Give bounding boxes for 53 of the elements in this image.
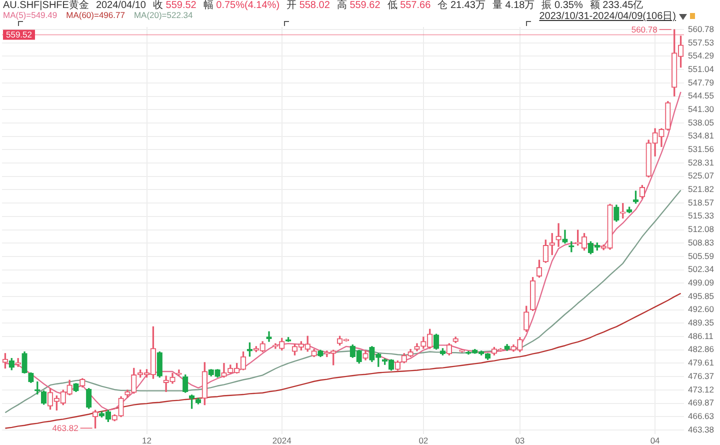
x-tick-label: 04 [650,435,660,445]
text: MA(60)=496.77 [66,10,125,20]
y-tick-label: 476.37 [688,370,714,381]
annotation: 560.78 [631,24,658,34]
y-tick-label: 544.55 [688,90,714,101]
y-tick-label: 508.83 [688,237,714,248]
text: 开 558.02 [286,0,330,11]
y-tick-label: 551.04 [688,64,714,74]
x-tick-label: 03 [515,435,525,445]
annotation: 463.82 [52,423,79,434]
text: 幅 0.75%(4.14%) [203,0,280,11]
candlestick [556,223,562,247]
y-tick-label: 492.60 [688,304,714,314]
text: 量 4.18万 [492,0,535,11]
y-tick-label: 469.87 [688,398,714,408]
y-tick-label: 512.08 [688,224,714,234]
text: MA(20)=522.34 [134,10,193,20]
y-tick-label: 554.29 [688,50,714,61]
y-tick-label: 489.35 [688,318,714,328]
text: MA(5)=549.49 [3,10,58,20]
text: 收 559.52 [153,0,196,11]
y-tick-label: 502.34 [688,264,714,274]
y-tick-label: 528.31 [688,157,714,168]
text: 仓 21.43万 [438,0,486,11]
chart-subtitle: 2023/10/31-2024/04/09(106日) [539,11,676,22]
y-tick-label: 482.86 [688,344,714,354]
x-tick-label: 12 [142,435,152,445]
text: 低 557.66 [387,0,431,11]
y-tick-label: 486.11 [688,330,714,341]
y-tick-label: 473.12 [688,384,714,394]
y-tick-label: 515.33 [688,210,714,221]
y-tick-label: 534.81 [688,130,714,141]
y-tick-label: 518.57 [688,197,714,208]
x-tick-label: 2024 [272,435,292,445]
y-tick-label: 525.07 [688,170,714,181]
y-tick-label: 521.82 [688,184,714,194]
y-tick-label: 538.05 [688,117,714,128]
text: 2024/04/10 [96,0,146,12]
y-tick-label: 505.59 [688,250,714,261]
x-tick-label: 02 [418,435,428,445]
ref-line-label: 559.52 [6,30,32,40]
y-tick-label: 495.85 [688,290,714,301]
y-tick-label: 463.38 [688,424,714,434]
y-tick-label: 547.79 [688,77,714,88]
y-tick-label: 557.53 [688,37,714,48]
y-tick-label: 560.78 [688,24,714,34]
y-tick-label: 531.56 [688,144,714,154]
y-tick-label: 499.09 [688,278,714,288]
chart-title: AU.SHF|SHFE黄金 [3,0,89,12]
y-tick-label: 541.30 [688,104,714,114]
y-tick-label: 466.63 [688,410,714,421]
y-tick-label: 479.61 [688,358,714,368]
text: 振 0.35% [542,0,583,11]
